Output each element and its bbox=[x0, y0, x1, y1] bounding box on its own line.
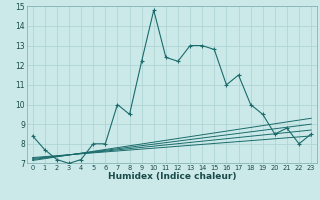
X-axis label: Humidex (Indice chaleur): Humidex (Indice chaleur) bbox=[108, 172, 236, 181]
